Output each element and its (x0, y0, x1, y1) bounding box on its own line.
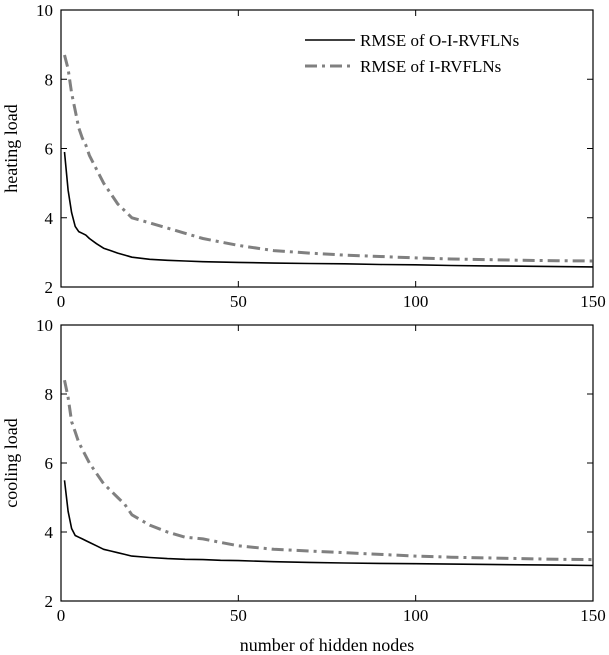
legend: RMSE of O-I-RVFLNs RMSE of I-RVFLNs (305, 31, 519, 76)
x-tick-label: 0 (57, 606, 66, 625)
x-tick-label: 50 (230, 606, 247, 625)
y-tick-label: 8 (45, 385, 54, 404)
y-tick-label: 2 (45, 592, 54, 611)
series-line-i-rvflns (63, 54, 594, 263)
y-tick-label: 10 (36, 1, 53, 20)
legend-label: RMSE of O-I-RVFLNs (360, 31, 519, 50)
y-axis-label: cooling load (1, 418, 21, 507)
y-tick-label: 4 (45, 523, 54, 542)
x-axis-label: number of hidden nodes (240, 635, 414, 655)
x-tick-label: 100 (403, 292, 429, 311)
plot-frame (60, 9, 594, 288)
y-tick-label: 6 (45, 454, 54, 473)
y-tick-label: 8 (45, 70, 54, 89)
chart-panel-1: 0 50 100 150 2 4 6 8 10 heating load RMSE of O-I-R… (1, 1, 606, 311)
x-tick-label: 0 (57, 292, 66, 311)
y-tick-label: 4 (45, 209, 54, 228)
x-tick-label: 100 (403, 606, 429, 625)
series-line-o-i-rvflns (63, 480, 594, 567)
x-tick-label: 150 (580, 292, 606, 311)
x-tick-label: 50 (230, 292, 247, 311)
chart-panel-2: 0 50 100 150 2 4 6 8 10 cooling load number of hid… (1, 316, 606, 655)
y-tick-label: 10 (36, 316, 53, 335)
y-tick-label: 6 (45, 140, 54, 159)
y-axis-label: heating load (1, 104, 21, 192)
legend-label: RMSE of I-RVFLNs (360, 57, 501, 76)
y-tick-label: 2 (45, 278, 54, 297)
series-line-i-rvflns (63, 379, 594, 562)
series-line-o-i-rvflns (63, 151, 594, 268)
plot-frame (60, 324, 594, 602)
x-tick-label: 150 (580, 606, 606, 625)
